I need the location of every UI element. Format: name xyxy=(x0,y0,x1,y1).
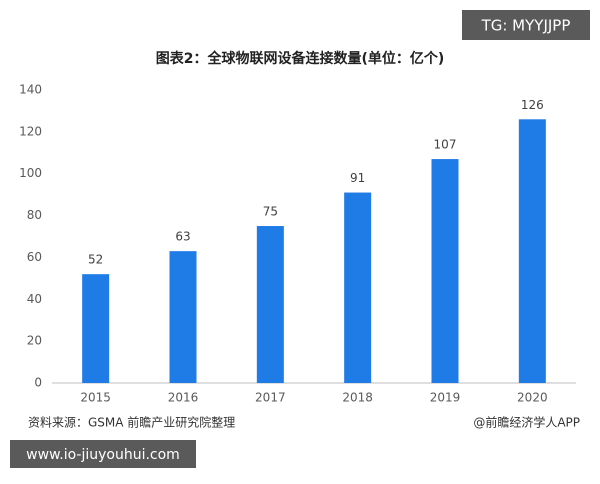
y-tick-label: 140 xyxy=(19,83,42,97)
bottom-banner: www.io-jiuyouhui.com xyxy=(26,447,180,463)
credit: @前瞻经济学人APP xyxy=(473,415,580,430)
bottom-banner-bg xyxy=(10,440,196,468)
top-banner-bg xyxy=(462,10,590,40)
x-tick-label: 2019 xyxy=(430,391,461,405)
x-tick-label: 2015 xyxy=(80,391,111,405)
bar xyxy=(82,274,110,383)
value-label: 107 xyxy=(434,138,457,152)
source: 资料来源：GSMA 前瞻产业研究院整理 xyxy=(28,415,235,430)
bar xyxy=(344,192,372,383)
y-tick-label: 60 xyxy=(27,250,42,264)
x-tick-label: 2016 xyxy=(168,391,199,405)
y-tick-label: 20 xyxy=(27,334,42,348)
y-tick-label: 100 xyxy=(19,166,42,180)
value-label: 126 xyxy=(521,98,544,112)
bar xyxy=(518,119,546,384)
y-tick-label: 80 xyxy=(27,208,42,222)
bar xyxy=(431,159,459,383)
top-banner: TG: MYYJJPP xyxy=(481,17,571,35)
y-tick-label: 40 xyxy=(27,292,42,306)
y-tick-label: 0 xyxy=(34,376,42,390)
x-tick-label: 2020 xyxy=(517,391,548,405)
value-label: 63 xyxy=(175,230,190,244)
bar xyxy=(169,251,197,383)
x-tick-label: 2018 xyxy=(342,391,373,405)
bar xyxy=(256,226,284,383)
value-label: 52 xyxy=(88,253,103,267)
value-label: 75 xyxy=(263,205,278,219)
chart-title: 图表2：全球物联网设备连接数量(单位：亿个) xyxy=(156,50,445,67)
y-tick-label: 120 xyxy=(19,124,42,138)
value-label: 91 xyxy=(350,171,365,185)
x-tick-label: 2017 xyxy=(255,391,286,405)
